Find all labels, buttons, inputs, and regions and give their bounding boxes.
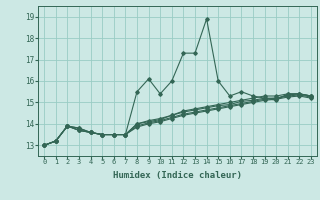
X-axis label: Humidex (Indice chaleur): Humidex (Indice chaleur)	[113, 171, 242, 180]
